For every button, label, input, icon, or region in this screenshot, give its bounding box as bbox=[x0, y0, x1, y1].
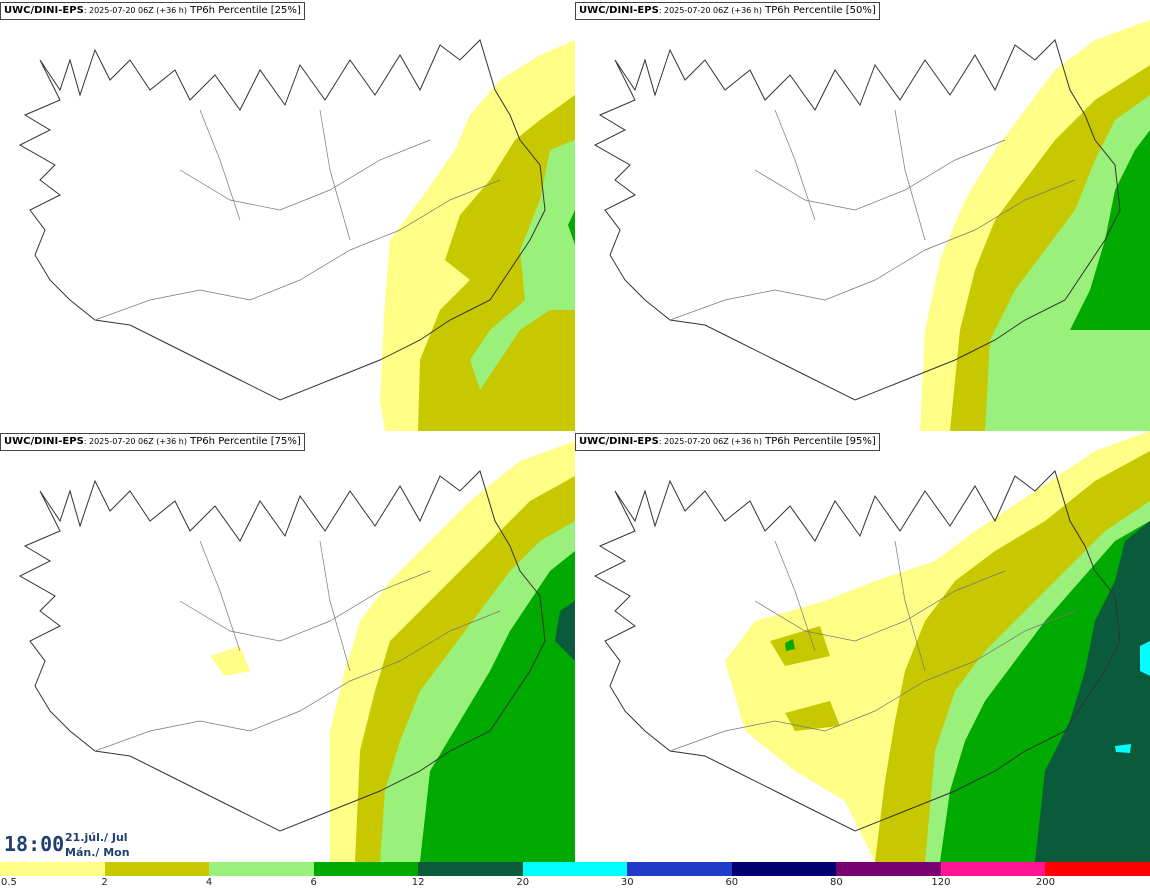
precip-area-green bbox=[470, 140, 575, 390]
legend-segment bbox=[731, 862, 837, 876]
legend-segment bbox=[418, 862, 523, 876]
legend-tick-label: 30 bbox=[620, 877, 634, 888]
legend-tick-label: 4 bbox=[205, 877, 213, 888]
legend-tick-label: 60 bbox=[725, 877, 739, 888]
valid-date: 21.júl./ Jul bbox=[65, 831, 128, 844]
legend-segment bbox=[313, 862, 419, 876]
panel-title-95: UWC/DINI-EPS: 2025-07-20 06Z (+36 h) TP6… bbox=[575, 433, 880, 451]
valid-date-label: 21.júl./ Jul Mán./ Mon bbox=[65, 830, 130, 860]
legend-segment bbox=[940, 862, 1046, 876]
legend-tick-labels: 0.5 2 4 6 12 20 30 60 80 120 200 bbox=[0, 876, 1150, 891]
legend-tick-label: 0.5 bbox=[1, 877, 17, 888]
panel-title-75: UWC/DINI-EPS: 2025-07-20 06Z (+36 h) TP6… bbox=[0, 433, 305, 451]
legend-segment bbox=[1045, 862, 1150, 876]
precip-area-darkest bbox=[1035, 521, 1150, 862]
panel-title-50: UWC/DINI-EPS: 2025-07-20 06Z (+36 h) TP6… bbox=[575, 2, 880, 20]
legend-tick-label: 200 bbox=[1035, 877, 1055, 888]
valid-time-label: 18:00 bbox=[4, 832, 65, 856]
valid-weekday: Mán./ Mon bbox=[65, 846, 130, 859]
panel-title-25: UWC/DINI-EPS: 2025-07-20 06Z (+36 h) TP6… bbox=[0, 2, 305, 20]
precip-area-darkgreen bbox=[420, 551, 575, 862]
legend-colorbar bbox=[0, 862, 1150, 876]
legend-segment bbox=[0, 862, 105, 876]
map-panel-75: UWC/DINI-EPS: 2025-07-20 06Z (+36 h) TP6… bbox=[0, 431, 575, 862]
precip-area-mid bbox=[418, 95, 575, 431]
legend-tick-label: 80 bbox=[829, 877, 843, 888]
precip-area-green bbox=[985, 95, 1150, 431]
map-panels: UWC/DINI-EPS: 2025-07-20 06Z (+36 h) TP6… bbox=[0, 0, 1150, 862]
map-panel-95: UWC/DINI-EPS: 2025-07-20 06Z (+36 h) TP6… bbox=[575, 431, 1150, 862]
legend-tick-label: 2 bbox=[101, 877, 108, 888]
legend-segment bbox=[209, 862, 314, 876]
legend-segment bbox=[104, 862, 210, 876]
precip-map-95 bbox=[593, 431, 1150, 862]
legend-segment bbox=[522, 862, 628, 876]
legend-tick-label: 12 bbox=[411, 877, 425, 888]
precip-map-25 bbox=[18, 39, 575, 431]
precip-map-75 bbox=[18, 441, 575, 862]
map-panel-25: UWC/DINI-EPS: 2025-07-20 06Z (+36 h) TP6… bbox=[0, 0, 575, 431]
legend-tick-label: 120 bbox=[931, 877, 951, 888]
legend-segment bbox=[836, 862, 941, 876]
legend-tick-label: 6 bbox=[310, 877, 317, 888]
legend-segment bbox=[627, 862, 732, 876]
legend-tick-label: 20 bbox=[516, 877, 530, 888]
precip-map-50 bbox=[593, 20, 1150, 431]
precip-area-darkest bbox=[555, 601, 575, 661]
map-panel-50: UWC/DINI-EPS: 2025-07-20 06Z (+36 h) TP6… bbox=[575, 0, 1150, 431]
precip-legend: 0.5 2 4 6 12 20 30 60 80 120 200 bbox=[0, 862, 1150, 891]
valid-time-box: 18:00 21.júl./ Jul Mán./ Mon bbox=[0, 826, 130, 862]
